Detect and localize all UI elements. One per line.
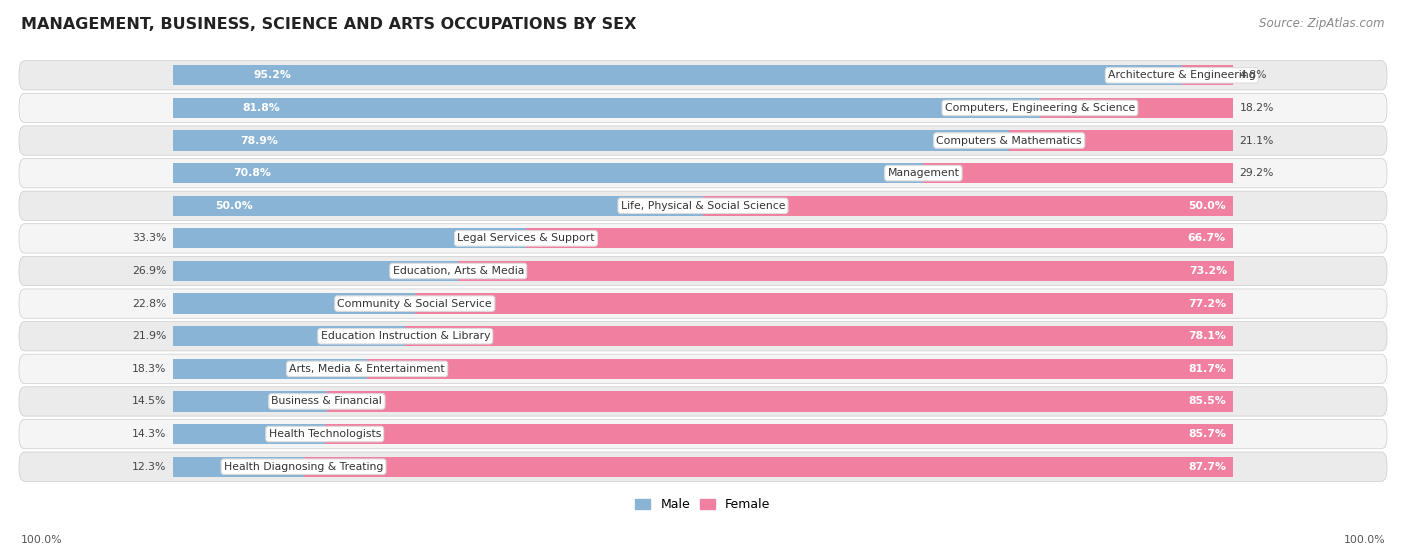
Bar — [173, 326, 405, 347]
Bar — [173, 424, 325, 444]
Text: 85.7%: 85.7% — [1188, 429, 1226, 439]
Text: 81.7%: 81.7% — [1188, 364, 1226, 374]
Text: Management: Management — [887, 168, 959, 178]
Bar — [924, 163, 1233, 183]
Text: 78.1%: 78.1% — [1188, 331, 1226, 341]
Bar — [173, 391, 326, 411]
Text: Computers & Mathematics: Computers & Mathematics — [936, 135, 1083, 145]
Text: 21.1%: 21.1% — [1240, 135, 1274, 145]
Text: 50.0%: 50.0% — [1188, 201, 1226, 211]
FancyBboxPatch shape — [20, 321, 1386, 351]
Bar — [405, 326, 1233, 347]
Legend: Male, Female: Male, Female — [630, 493, 776, 517]
Text: 95.2%: 95.2% — [254, 70, 292, 80]
Text: 21.9%: 21.9% — [132, 331, 166, 341]
Bar — [173, 65, 1182, 86]
Text: MANAGEMENT, BUSINESS, SCIENCE AND ARTS OCCUPATIONS BY SEX: MANAGEMENT, BUSINESS, SCIENCE AND ARTS O… — [21, 17, 637, 32]
Bar — [173, 196, 703, 216]
Bar — [415, 293, 1233, 314]
Text: 70.8%: 70.8% — [233, 168, 271, 178]
Text: 14.5%: 14.5% — [132, 396, 166, 406]
Bar — [326, 391, 1233, 411]
Text: 100.0%: 100.0% — [21, 535, 63, 545]
FancyBboxPatch shape — [20, 419, 1386, 449]
Bar — [173, 359, 367, 379]
FancyBboxPatch shape — [20, 289, 1386, 318]
FancyBboxPatch shape — [20, 354, 1386, 383]
Text: Architecture & Engineering: Architecture & Engineering — [1108, 70, 1256, 80]
FancyBboxPatch shape — [20, 452, 1386, 481]
Text: 85.5%: 85.5% — [1188, 396, 1226, 406]
Text: 12.3%: 12.3% — [132, 462, 166, 472]
Bar — [173, 293, 415, 314]
FancyBboxPatch shape — [20, 224, 1386, 253]
FancyBboxPatch shape — [20, 191, 1386, 220]
Text: 29.2%: 29.2% — [1240, 168, 1274, 178]
Text: 18.3%: 18.3% — [132, 364, 166, 374]
Text: 4.8%: 4.8% — [1240, 70, 1267, 80]
FancyBboxPatch shape — [20, 387, 1386, 416]
Text: 73.2%: 73.2% — [1189, 266, 1227, 276]
Text: 50.0%: 50.0% — [215, 201, 253, 211]
Text: Community & Social Service: Community & Social Service — [337, 299, 492, 309]
Text: 81.8%: 81.8% — [243, 103, 280, 113]
Text: 66.7%: 66.7% — [1188, 234, 1226, 243]
Text: 26.9%: 26.9% — [132, 266, 166, 276]
Text: 77.2%: 77.2% — [1188, 299, 1226, 309]
FancyBboxPatch shape — [20, 257, 1386, 286]
Text: Legal Services & Support: Legal Services & Support — [457, 234, 595, 243]
Text: Arts, Media & Entertainment: Arts, Media & Entertainment — [290, 364, 444, 374]
Text: 78.9%: 78.9% — [240, 135, 278, 145]
Text: Life, Physical & Social Science: Life, Physical & Social Science — [621, 201, 785, 211]
FancyBboxPatch shape — [20, 61, 1386, 90]
Text: 33.3%: 33.3% — [132, 234, 166, 243]
Text: 100.0%: 100.0% — [1343, 535, 1385, 545]
Text: 87.7%: 87.7% — [1188, 462, 1226, 472]
Text: Health Technologists: Health Technologists — [269, 429, 381, 439]
Bar — [458, 261, 1234, 281]
Bar — [173, 163, 924, 183]
Text: Education, Arts & Media: Education, Arts & Media — [392, 266, 524, 276]
Bar — [173, 130, 1010, 151]
Bar — [173, 98, 1040, 118]
Bar — [304, 457, 1233, 477]
FancyBboxPatch shape — [20, 126, 1386, 155]
Bar — [173, 228, 526, 249]
Bar — [1010, 130, 1233, 151]
Bar — [703, 196, 1233, 216]
Bar — [526, 228, 1233, 249]
Text: 18.2%: 18.2% — [1240, 103, 1274, 113]
FancyBboxPatch shape — [20, 93, 1386, 122]
FancyBboxPatch shape — [20, 159, 1386, 188]
Text: Computers, Engineering & Science: Computers, Engineering & Science — [945, 103, 1135, 113]
Bar — [1040, 98, 1233, 118]
Bar — [173, 261, 458, 281]
Text: 14.3%: 14.3% — [132, 429, 166, 439]
Bar — [325, 424, 1233, 444]
Bar — [173, 457, 304, 477]
Bar — [367, 359, 1233, 379]
Bar — [1182, 65, 1233, 86]
Text: Health Diagnosing & Treating: Health Diagnosing & Treating — [224, 462, 384, 472]
Text: 22.8%: 22.8% — [132, 299, 166, 309]
Text: Business & Financial: Business & Financial — [271, 396, 382, 406]
Text: Source: ZipAtlas.com: Source: ZipAtlas.com — [1260, 17, 1385, 30]
Text: Education Instruction & Library: Education Instruction & Library — [321, 331, 491, 341]
